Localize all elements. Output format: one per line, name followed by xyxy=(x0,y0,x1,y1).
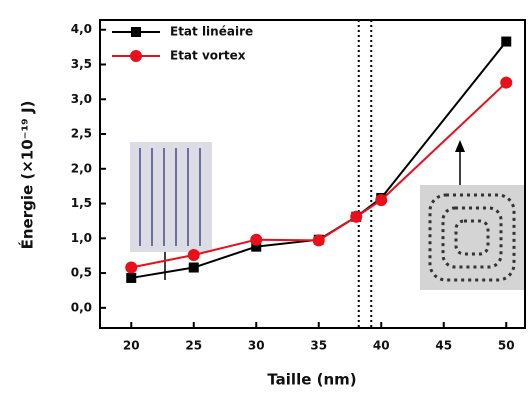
y-tick-label: 2,0 xyxy=(71,161,92,175)
y-axis-title: Énergie (×10⁻¹⁹ J) xyxy=(18,101,37,250)
x-axis-title: Taille (nm) xyxy=(267,371,356,389)
y-tick-label: 1,5 xyxy=(71,196,92,210)
x-tick-label: 30 xyxy=(248,339,265,353)
x-tick-label: 35 xyxy=(310,339,327,353)
x-tick-label: 20 xyxy=(123,339,140,353)
point xyxy=(500,76,513,89)
inset-vortex xyxy=(420,140,524,290)
point xyxy=(188,262,199,273)
point xyxy=(501,36,512,47)
point xyxy=(125,261,138,274)
plot-frame xyxy=(99,19,526,329)
inset-linear xyxy=(130,142,212,280)
x-tick-label: 40 xyxy=(373,339,390,353)
point xyxy=(350,210,363,223)
y-tick-label: 2,5 xyxy=(71,127,92,141)
legend-marker xyxy=(130,50,142,62)
y-tick-label: 0,5 xyxy=(71,266,92,280)
x-tick-label: 25 xyxy=(185,339,202,353)
x-tick-label: 45 xyxy=(435,339,452,353)
y-tick-label: 3,5 xyxy=(71,57,92,71)
point xyxy=(312,234,325,247)
point xyxy=(251,241,262,252)
y-tick-label: 4,0 xyxy=(71,22,92,36)
legend-label: Etat vortex xyxy=(170,49,246,63)
y-tick-label: 3,0 xyxy=(71,92,92,106)
legend-label: Etat linéaire xyxy=(170,25,253,39)
y-tick-label: 0,0 xyxy=(71,300,92,314)
x-tick-label: 50 xyxy=(498,339,515,353)
point xyxy=(375,194,388,207)
y-tick-label: 1,0 xyxy=(71,231,92,245)
legend-marker xyxy=(131,27,141,37)
point xyxy=(126,272,137,283)
point xyxy=(250,233,263,246)
point xyxy=(187,248,200,261)
